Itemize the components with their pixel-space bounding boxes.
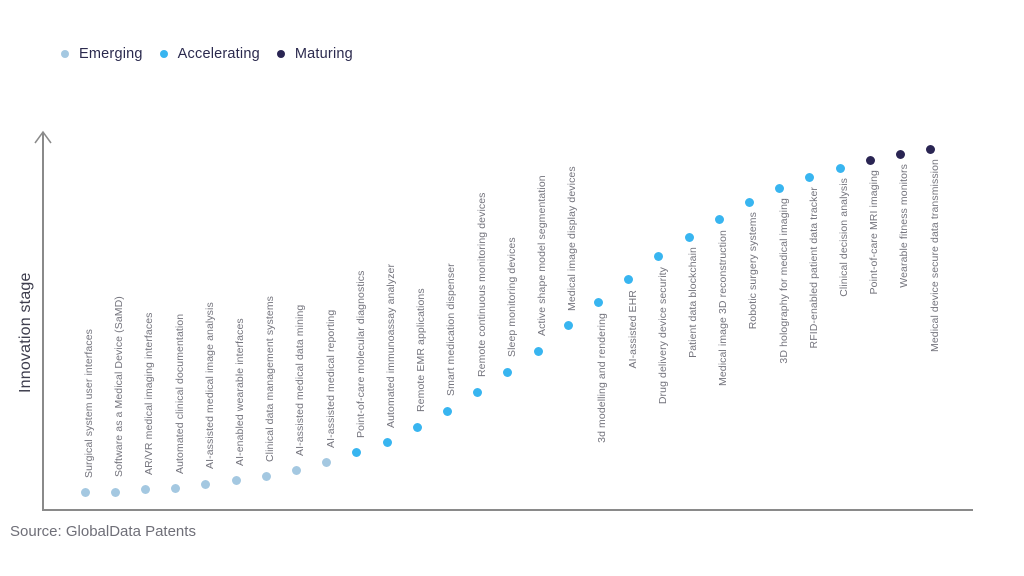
data-point-label: Robotic surgery systems: [747, 212, 760, 330]
data-point: [80, 488, 90, 498]
legend-dot-icon: [61, 50, 69, 58]
legend-dot-icon: [159, 50, 168, 58]
data-point-label: Drug delivery device security: [656, 266, 669, 404]
data-point-label: Clinical data management systems: [264, 295, 277, 462]
data-point-label: Automated immunoassay analyzer: [385, 263, 397, 428]
data-point: [744, 197, 754, 207]
x-axis-line: [42, 509, 973, 511]
data-point: [140, 485, 150, 495]
data-point: [382, 438, 392, 448]
data-point-label: AI-assisted EHR: [626, 289, 639, 369]
data-point-label: Remote continuous monitoring devices: [475, 192, 488, 378]
data-point: [201, 479, 211, 489]
data-point-label: Patient data blockchain: [687, 247, 699, 359]
chart-legend: Emerging Accelerating Maturing: [61, 46, 353, 62]
data-point: [654, 252, 664, 262]
legend-item-emerging: Emerging: [61, 46, 143, 62]
data-point: [926, 144, 936, 154]
data-point: [442, 406, 452, 416]
data-point: [503, 367, 513, 377]
data-point-label: Remote EMR applications: [415, 288, 428, 413]
data-point: [533, 346, 543, 356]
data-point: [593, 298, 603, 308]
data-point-label: Software as a Medical Device (SaMD): [113, 296, 126, 477]
legend-label: Emerging: [79, 46, 143, 62]
legend-label: Maturing: [294, 46, 353, 62]
data-point: [171, 484, 181, 494]
data-point: [684, 232, 694, 242]
data-point: [624, 275, 634, 285]
data-point-label: Medical image display devices: [566, 166, 579, 311]
data-point: [412, 422, 422, 432]
data-point: [895, 149, 905, 159]
data-point: [865, 155, 875, 165]
legend-dot-icon: [276, 50, 285, 58]
data-point-label: Smart medication dispenser: [445, 263, 458, 397]
data-point: [352, 448, 362, 458]
data-point: [110, 487, 120, 497]
data-point: [563, 321, 573, 331]
data-point: [322, 458, 332, 468]
data-point-label: Sleep monitoring devices: [505, 237, 518, 358]
y-axis-title: Innovation stage: [17, 272, 34, 393]
data-point-label: Point-of-care molecular diagnostics: [354, 270, 367, 438]
data-point-label: Medical image 3D reconstruction: [717, 229, 730, 386]
data-point-label: AI-assisted medical image analysis: [203, 302, 216, 470]
data-point: [291, 466, 301, 476]
data-point-label: Surgical system user interfaces: [83, 328, 95, 478]
data-point-label: AI-assisted medical data mining: [294, 304, 307, 456]
data-point: [775, 183, 785, 193]
data-point-label: AI-enabled wearable interfaces: [234, 318, 246, 466]
data-point-label: Active shape model segmentation: [536, 175, 548, 337]
data-point: [714, 215, 724, 225]
y-axis-line: [42, 133, 44, 510]
data-point-label: Clinical decision analysis: [838, 178, 850, 297]
source-attribution: Source: GlobalData Patents: [10, 523, 196, 540]
legend-item-accelerating: Accelerating: [159, 46, 260, 62]
data-point: [261, 472, 271, 482]
data-point-label: Wearable fitness monitors: [898, 164, 911, 288]
data-point: [231, 476, 241, 486]
data-point: [805, 172, 815, 182]
data-point-label: Automated clinical documentation: [173, 313, 186, 474]
legend-item-maturing: Maturing: [276, 46, 353, 62]
data-point-label: 3D holography for medical imaging: [777, 198, 790, 364]
data-point: [473, 387, 483, 397]
data-point-label: Point-of-care MRI imaging: [868, 170, 881, 295]
data-point: [835, 163, 845, 173]
data-point-label: 3d modelling and rendering: [596, 312, 609, 443]
data-point-label: RFID-enabled patient data tracker: [807, 187, 820, 349]
legend-label: Accelerating: [177, 46, 260, 62]
data-point-label: Medical device secure data transmission: [928, 159, 941, 353]
data-point-label: AR/VR medical imaging interfaces: [143, 312, 156, 475]
y-axis-arrow-icon: [34, 130, 52, 144]
data-point-label: AI-assisted medical reporting: [324, 309, 337, 448]
